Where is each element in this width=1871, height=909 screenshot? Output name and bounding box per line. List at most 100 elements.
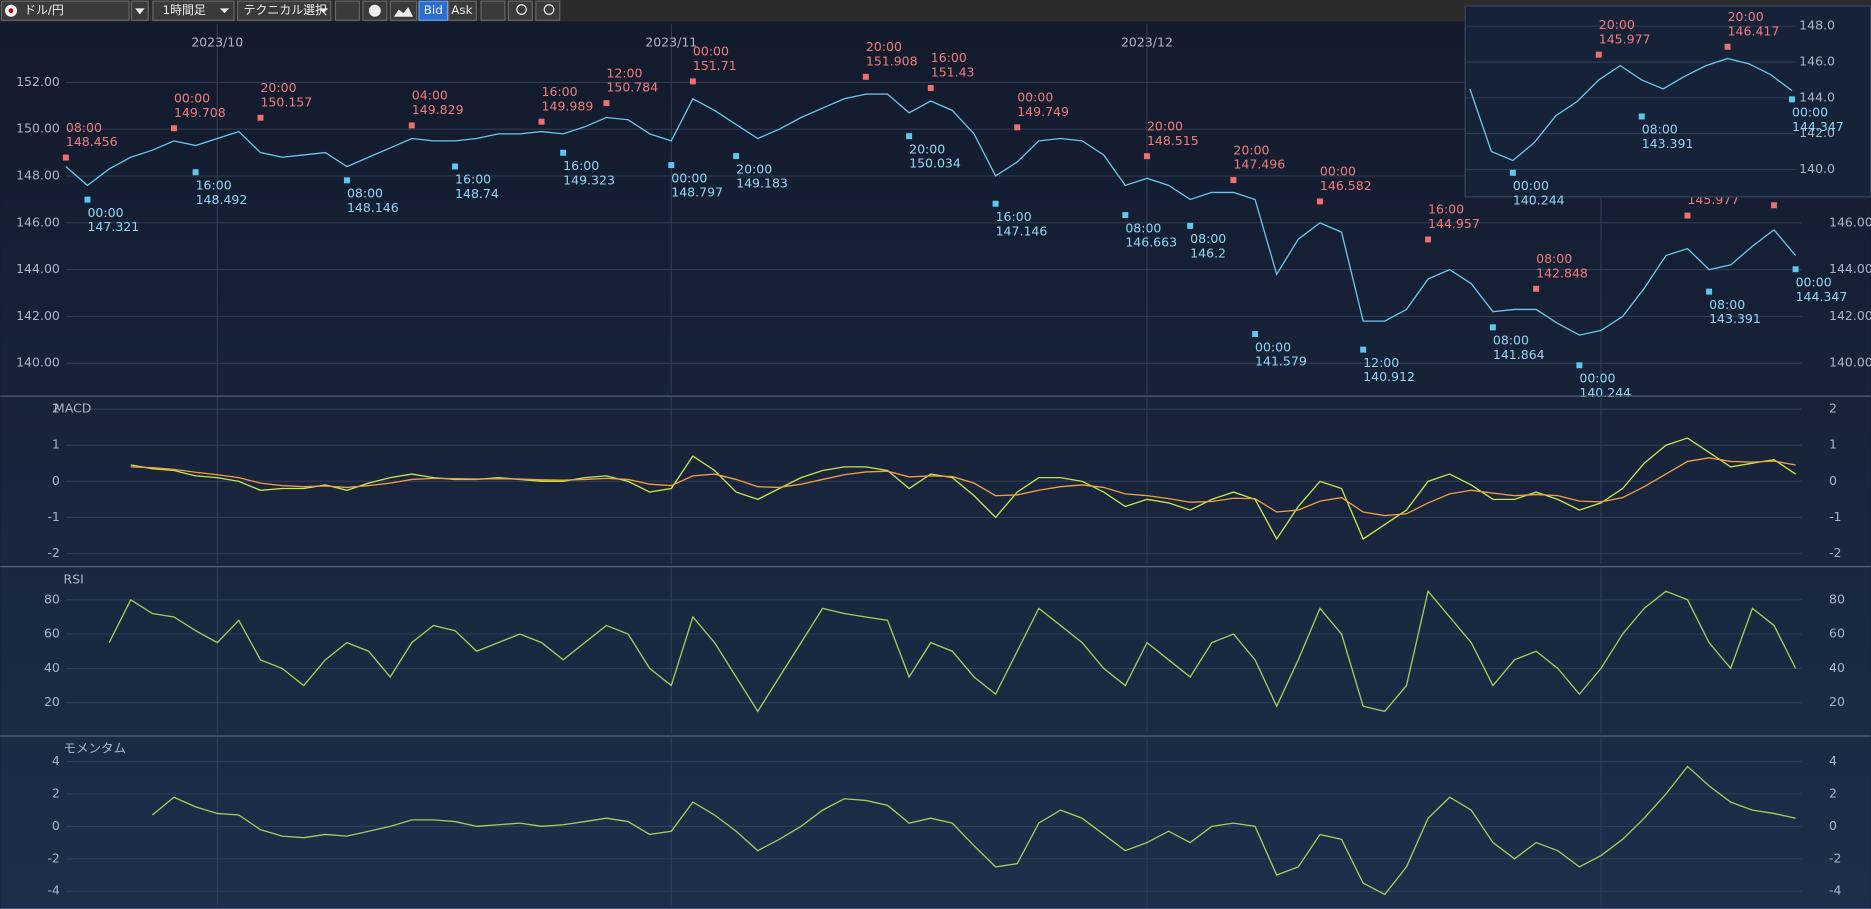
high-time: 16:00 xyxy=(931,50,967,65)
high-time: 20:00 xyxy=(1599,17,1635,32)
draw-button[interactable] xyxy=(334,0,360,21)
low-price: 141.579 xyxy=(1255,354,1307,369)
low-marker xyxy=(1638,113,1645,120)
y-tick-label: 146.00 xyxy=(1829,214,1871,229)
zoom-in-button[interactable] xyxy=(535,0,561,21)
y-tick-label: 0 xyxy=(1829,473,1837,488)
high-time: 16:00 xyxy=(1428,202,1464,217)
y-tick-label: -4 xyxy=(1829,883,1842,898)
y-tick-label: 146.0 xyxy=(1799,54,1835,69)
high-time: 16:00 xyxy=(542,84,578,99)
low-marker xyxy=(1706,288,1713,295)
y-tick-label: 142.00 xyxy=(1829,308,1871,323)
high-marker xyxy=(1143,153,1150,160)
y-tick-label: 140.00 xyxy=(1829,355,1871,370)
low-price: 148.797 xyxy=(671,185,723,200)
low-time: 00:00 xyxy=(671,170,707,185)
low-time: 20:00 xyxy=(736,161,772,176)
high-marker xyxy=(1230,177,1237,184)
high-price: 145.977 xyxy=(1599,31,1651,46)
x-tick-label: 2023/12 xyxy=(1121,34,1173,49)
y-tick-label: 0 xyxy=(52,818,60,833)
y-tick-label: 144.0 xyxy=(1799,89,1835,104)
high-price: 148.515 xyxy=(1147,133,1199,148)
y-tick-label: 1 xyxy=(52,437,60,452)
high-marker xyxy=(1684,212,1691,219)
low-time: 12:00 xyxy=(1363,355,1399,370)
y-tick-label: 4 xyxy=(1829,753,1837,768)
high-marker xyxy=(927,84,934,91)
y-tick-label: 140.0 xyxy=(1799,161,1835,176)
indicator-button[interactable] xyxy=(480,0,506,21)
series-line xyxy=(151,765,1796,896)
high-time: 08:00 xyxy=(66,120,102,135)
low-time: 20:00 xyxy=(909,141,945,156)
pair-select[interactable] xyxy=(0,0,130,21)
y-tick-label: 60 xyxy=(44,626,60,641)
low-time: 16:00 xyxy=(455,172,491,187)
high-time: 20:00 xyxy=(260,80,296,95)
y-tick-label: 144.00 xyxy=(16,261,60,276)
chart-type-button[interactable] xyxy=(389,0,418,21)
timeframe-select[interactable] xyxy=(152,0,235,21)
low-price: 141.864 xyxy=(1493,347,1545,362)
y-tick-label: 80 xyxy=(44,591,60,606)
y-tick-label: 140.00 xyxy=(16,355,60,370)
high-time: 20:00 xyxy=(1147,118,1183,133)
technical-select[interactable] xyxy=(237,0,332,21)
y-tick-label: 2 xyxy=(1829,401,1837,416)
timeframe-label: 1時間足 xyxy=(162,3,205,17)
high-price: 149.708 xyxy=(174,105,226,120)
low-time: 08:00 xyxy=(1125,220,1161,235)
low-time: 00:00 xyxy=(1255,339,1291,354)
panel: 140.00 140.00 142.00 142.00 144.00 144.00 146.… xyxy=(0,23,1871,400)
high-price: 142.848 xyxy=(1536,265,1588,280)
y-tick-label: -2 xyxy=(1829,850,1841,865)
y-tick-label: 2 xyxy=(52,785,60,800)
dropdown-arrow xyxy=(135,8,145,15)
technical-label: テクニカル選択 xyxy=(244,3,327,17)
high-marker xyxy=(257,114,264,121)
y-tick-label: 20 xyxy=(44,694,60,709)
y-tick-label: 142.00 xyxy=(16,308,60,323)
y-tick-label: 150.00 xyxy=(16,121,60,136)
high-price: 150.784 xyxy=(606,80,658,95)
high-marker xyxy=(408,122,415,129)
low-time: 08:00 xyxy=(1642,122,1678,137)
high-marker xyxy=(62,154,69,161)
low-price: 147.146 xyxy=(996,223,1048,238)
low-price: 149.323 xyxy=(563,172,615,187)
high-price: 151.908 xyxy=(866,53,918,68)
high-time: 00:00 xyxy=(1017,90,1053,105)
low-marker xyxy=(1489,324,1496,331)
ask-button[interactable] xyxy=(448,0,477,21)
low-marker xyxy=(668,162,675,169)
bid-button[interactable] xyxy=(418,0,449,21)
ask-label: Ask xyxy=(451,3,472,17)
low-price: 146.663 xyxy=(1125,235,1177,250)
low-price: 149.183 xyxy=(736,176,788,191)
series-line xyxy=(65,93,1797,336)
high-time: 00:00 xyxy=(693,44,729,59)
info-icon xyxy=(368,4,381,17)
inset-chart: 140.0142.0144.0146.0148.020:00145.97720:… xyxy=(1464,5,1871,207)
low-marker xyxy=(1789,96,1795,103)
low-price: 140.244 xyxy=(1579,385,1631,400)
flag-icon xyxy=(8,8,14,14)
low-marker xyxy=(992,200,999,207)
y-tick-label: 60 xyxy=(1829,626,1845,641)
low-marker xyxy=(1360,346,1367,353)
high-marker xyxy=(603,100,610,107)
y-tick-label: 142.0 xyxy=(1799,125,1835,140)
low-time: 00:00 xyxy=(1513,178,1549,193)
high-marker xyxy=(1014,124,1021,131)
high-price: 144.957 xyxy=(1428,216,1480,231)
high-marker xyxy=(1770,202,1777,209)
high-time: 20:00 xyxy=(866,39,902,54)
zoom-out-button[interactable] xyxy=(507,0,533,21)
low-time: 08:00 xyxy=(1709,297,1745,312)
high-price: 150.157 xyxy=(260,94,312,109)
low-time: 16:00 xyxy=(996,209,1032,224)
